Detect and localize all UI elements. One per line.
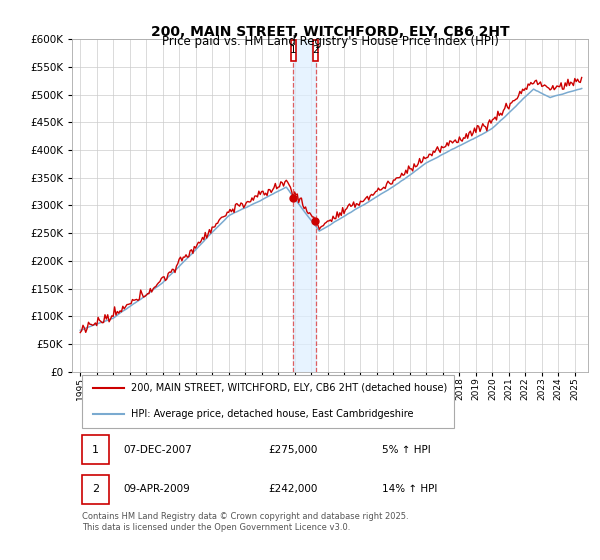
- Text: 2: 2: [92, 484, 99, 494]
- Text: 5% ↑ HPI: 5% ↑ HPI: [382, 445, 430, 455]
- Text: 200, MAIN STREET, WITCHFORD, ELY, CB6 2HT: 200, MAIN STREET, WITCHFORD, ELY, CB6 2H…: [151, 25, 509, 39]
- Text: 2: 2: [313, 45, 319, 55]
- Text: HPI: Average price, detached house, East Cambridgeshire: HPI: Average price, detached house, East…: [131, 409, 414, 419]
- Text: 1: 1: [290, 45, 297, 55]
- Text: Price paid vs. HM Land Registry's House Price Index (HPI): Price paid vs. HM Land Registry's House …: [161, 35, 499, 48]
- Text: 200, MAIN STREET, WITCHFORD, ELY, CB6 2HT (detached house): 200, MAIN STREET, WITCHFORD, ELY, CB6 2H…: [131, 382, 448, 393]
- Bar: [313, 40, 318, 61]
- Text: 1: 1: [92, 445, 99, 455]
- Text: 07-DEC-2007: 07-DEC-2007: [124, 445, 193, 455]
- Bar: [293, 39, 316, 372]
- Bar: [291, 40, 296, 61]
- Text: 09-APR-2009: 09-APR-2009: [124, 484, 190, 494]
- Text: £275,000: £275,000: [268, 445, 317, 455]
- Text: £242,000: £242,000: [268, 484, 317, 494]
- Text: Contains HM Land Registry data © Crown copyright and database right 2025.
This d: Contains HM Land Registry data © Crown c…: [82, 512, 409, 532]
- FancyBboxPatch shape: [82, 475, 109, 503]
- FancyBboxPatch shape: [82, 375, 454, 428]
- FancyBboxPatch shape: [82, 435, 109, 464]
- Text: 14% ↑ HPI: 14% ↑ HPI: [382, 484, 437, 494]
